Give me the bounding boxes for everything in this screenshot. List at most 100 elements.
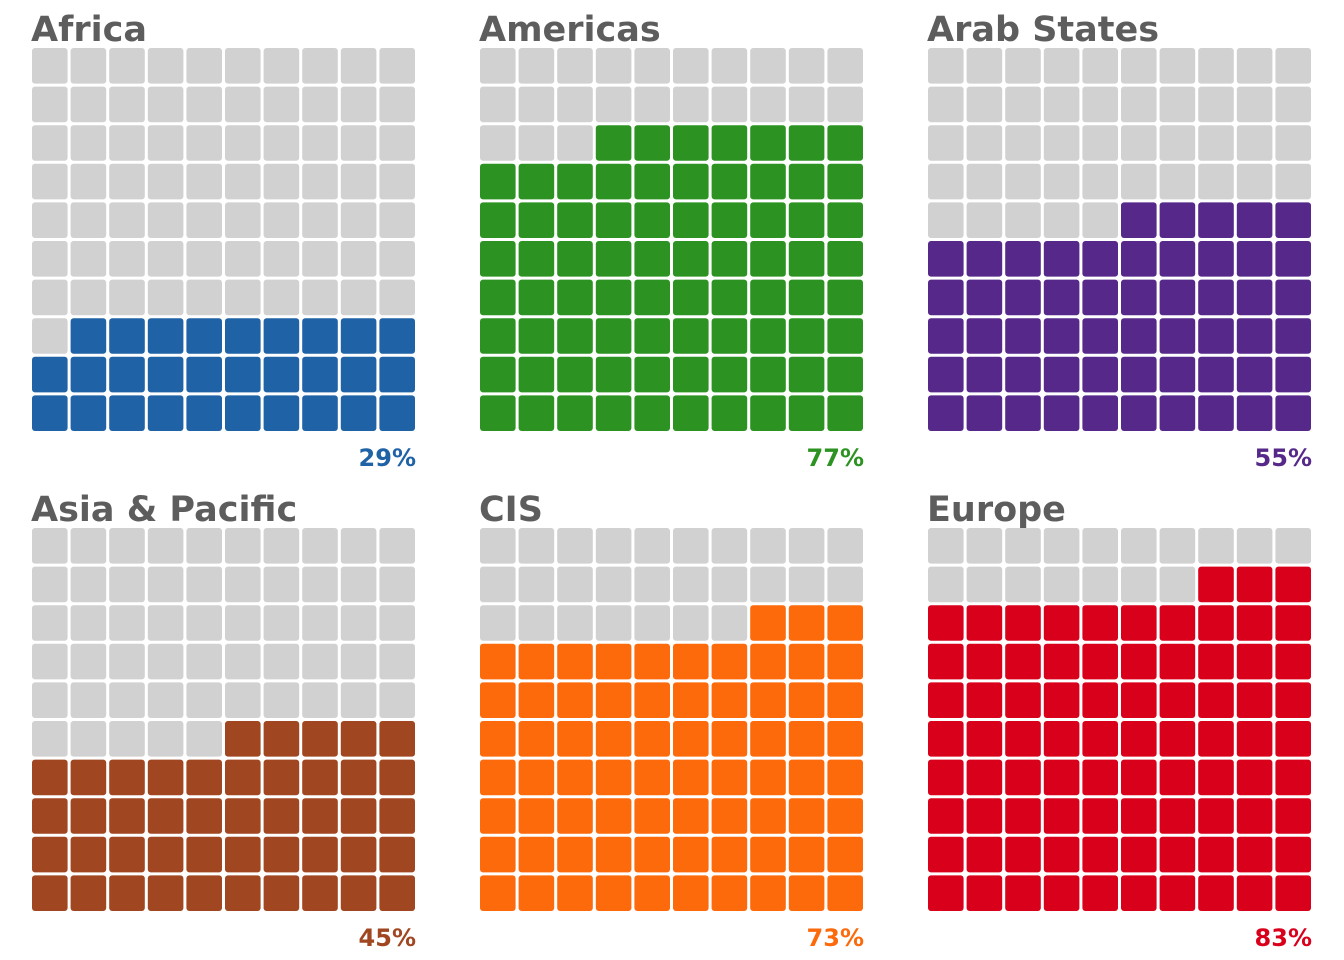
waffle-cell-empty bbox=[147, 48, 184, 84]
waffle-cell-empty bbox=[1159, 125, 1196, 161]
waffle-cell-filled bbox=[32, 759, 68, 796]
waffle-cell-filled bbox=[1198, 643, 1234, 680]
waffle-cell-empty bbox=[750, 566, 786, 603]
waffle-cell-filled bbox=[340, 318, 377, 354]
waffle-cell-filled bbox=[480, 798, 516, 834]
waffle-cell-filled bbox=[1275, 605, 1311, 641]
waffle-cell-filled bbox=[595, 643, 632, 680]
waffle-cell-empty bbox=[480, 566, 516, 603]
waffle-cell-filled bbox=[827, 605, 863, 641]
waffle-cell-empty bbox=[1043, 528, 1080, 564]
waffle-cell-filled bbox=[109, 356, 145, 393]
waffle-cell-filled bbox=[595, 318, 632, 354]
waffle-cell-empty bbox=[225, 566, 261, 603]
waffle-cell-empty bbox=[1198, 86, 1234, 123]
waffle-cell-filled bbox=[634, 202, 670, 238]
waffle-cell-filled bbox=[263, 395, 300, 431]
waffle-cell-filled bbox=[1121, 241, 1157, 277]
waffle-cell-filled bbox=[557, 643, 593, 680]
waffle-cell-filled bbox=[518, 836, 555, 873]
waffle-cell-filled bbox=[1236, 643, 1273, 680]
waffle-cell-empty bbox=[70, 202, 107, 238]
waffle-cell-empty bbox=[302, 163, 338, 200]
waffle-cell-empty bbox=[263, 202, 300, 238]
waffle-cell-filled bbox=[379, 395, 415, 431]
waffle-cell-empty bbox=[263, 48, 300, 84]
waffle-cell-filled bbox=[928, 241, 964, 277]
waffle-cell-filled bbox=[966, 395, 1003, 431]
waffle-cell-filled bbox=[186, 875, 222, 911]
waffle-cell-filled bbox=[827, 279, 863, 316]
waffle-cell-empty bbox=[928, 566, 964, 603]
waffle-cell-filled bbox=[1275, 356, 1311, 393]
waffle-cell-filled bbox=[1043, 682, 1080, 718]
waffle-cell-filled bbox=[595, 356, 632, 393]
waffle-cell-empty bbox=[1275, 86, 1311, 123]
waffle-cell-filled bbox=[966, 356, 1003, 393]
waffle-cell-filled bbox=[1236, 836, 1273, 873]
waffle-grid bbox=[928, 528, 1311, 911]
waffle-cell-filled bbox=[1121, 605, 1157, 641]
waffle-cell-filled bbox=[827, 682, 863, 718]
waffle-cell-filled bbox=[32, 875, 68, 911]
waffle-cell-filled bbox=[1082, 643, 1118, 680]
waffle-cell-empty bbox=[302, 605, 338, 641]
waffle-cell-filled bbox=[1275, 721, 1311, 757]
waffle-cell-filled bbox=[827, 875, 863, 911]
waffle-cell-filled bbox=[1121, 682, 1157, 718]
waffle-cell-empty bbox=[263, 125, 300, 161]
waffle-cell-filled bbox=[480, 875, 516, 911]
waffle-cell-empty bbox=[147, 125, 184, 161]
waffle-cell-empty bbox=[480, 48, 516, 84]
waffle-cell-filled bbox=[379, 798, 415, 834]
waffle-cell-filled bbox=[557, 836, 593, 873]
waffle-cell-empty bbox=[32, 566, 68, 603]
waffle-cell-empty bbox=[32, 202, 68, 238]
waffle-cell-empty bbox=[302, 643, 338, 680]
waffle-cell-filled bbox=[225, 798, 261, 834]
waffle-grid bbox=[480, 48, 863, 431]
waffle-cell-empty bbox=[70, 528, 107, 564]
waffle-cell-empty bbox=[70, 566, 107, 603]
waffle-cell-filled bbox=[711, 279, 748, 316]
waffle-cell-filled bbox=[379, 318, 415, 354]
waffle-cell-filled bbox=[1082, 318, 1118, 354]
waffle-cell-empty bbox=[225, 528, 261, 564]
waffle-cell-filled bbox=[1043, 241, 1080, 277]
waffle-cell-filled bbox=[1236, 759, 1273, 796]
waffle-cell-empty bbox=[109, 682, 145, 718]
waffle-cell-filled bbox=[1198, 605, 1234, 641]
waffle-cell-empty bbox=[340, 202, 377, 238]
waffle-cell-filled bbox=[928, 682, 964, 718]
waffle-cell-empty bbox=[186, 241, 222, 277]
waffle-cell-filled bbox=[595, 202, 632, 238]
waffle-cell-filled bbox=[1236, 318, 1273, 354]
waffle-cell-filled bbox=[1043, 395, 1080, 431]
waffle-cell-filled bbox=[928, 318, 964, 354]
waffle-cell-empty bbox=[147, 605, 184, 641]
waffle-cell-filled bbox=[557, 682, 593, 718]
waffle-cell-filled bbox=[1159, 395, 1196, 431]
waffle-cell-filled bbox=[340, 836, 377, 873]
waffle-cell-filled bbox=[1198, 836, 1234, 873]
waffle-cell-empty bbox=[1159, 48, 1196, 84]
waffle-cell-filled bbox=[673, 202, 709, 238]
waffle-cell-empty bbox=[109, 721, 145, 757]
waffle-cell-filled bbox=[147, 356, 184, 393]
waffle-cell-empty bbox=[147, 682, 184, 718]
waffle-cell-filled bbox=[966, 605, 1003, 641]
waffle-cell-filled bbox=[1043, 721, 1080, 757]
waffle-cell-filled bbox=[711, 125, 748, 161]
waffle-cell-empty bbox=[595, 48, 632, 84]
waffle-cell-filled bbox=[263, 356, 300, 393]
waffle-cell-filled bbox=[1043, 318, 1080, 354]
waffle-cell-filled bbox=[711, 202, 748, 238]
waffle-cell-empty bbox=[379, 202, 415, 238]
waffle-cell-filled bbox=[109, 318, 145, 354]
waffle-cell-filled bbox=[1159, 605, 1196, 641]
waffle-cell-filled bbox=[340, 395, 377, 431]
waffle-cell-filled bbox=[1159, 682, 1196, 718]
waffle-cell-empty bbox=[340, 241, 377, 277]
waffle-cell-empty bbox=[109, 279, 145, 316]
waffle-cell-filled bbox=[595, 279, 632, 316]
